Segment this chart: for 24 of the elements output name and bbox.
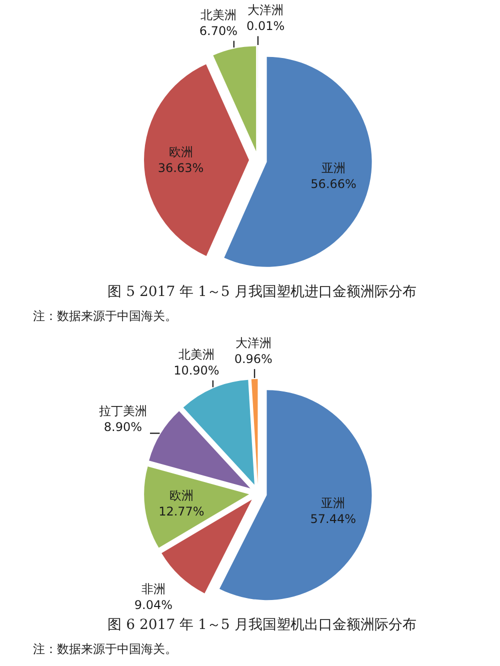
- slice-label: 亚洲: [321, 496, 346, 510]
- data-label: 57.44%: [310, 512, 356, 526]
- data-label: 36.63%: [158, 161, 204, 176]
- data-label: 6.70%: [199, 24, 238, 38]
- slice-label: 欧洲: [168, 145, 193, 160]
- data-label: 8.90%: [104, 420, 142, 434]
- slice-label: 亚洲: [322, 161, 346, 176]
- data-label: 0.01%: [246, 19, 285, 34]
- text: 图 6 2017 年 1～5 月我国塑机出口金额洲际分布: [108, 617, 416, 633]
- slice-label: 北美洲: [200, 8, 236, 22]
- slice-label: 大洋洲: [248, 3, 284, 18]
- data-label: 0.96%: [234, 352, 272, 366]
- slice-label: 非洲: [141, 582, 166, 596]
- text: 注：数据来源于中国海关。: [33, 309, 177, 323]
- data-label: 10.90%: [174, 363, 220, 378]
- slice-label: 北美洲: [178, 347, 214, 362]
- text: 注：数据来源于中国海关。: [33, 642, 177, 656]
- slice-label: 大洋洲: [235, 336, 272, 350]
- slice-label: 拉丁美洲: [98, 404, 147, 418]
- text: 图 5 2017 年 1～5 月我国塑机进口金额洲际分布: [108, 284, 416, 300]
- data-label: 9.04%: [134, 598, 173, 612]
- data-label: 12.77%: [158, 504, 204, 518]
- data-label: 56.66%: [310, 177, 356, 192]
- slice-label: 欧洲: [169, 488, 194, 502]
